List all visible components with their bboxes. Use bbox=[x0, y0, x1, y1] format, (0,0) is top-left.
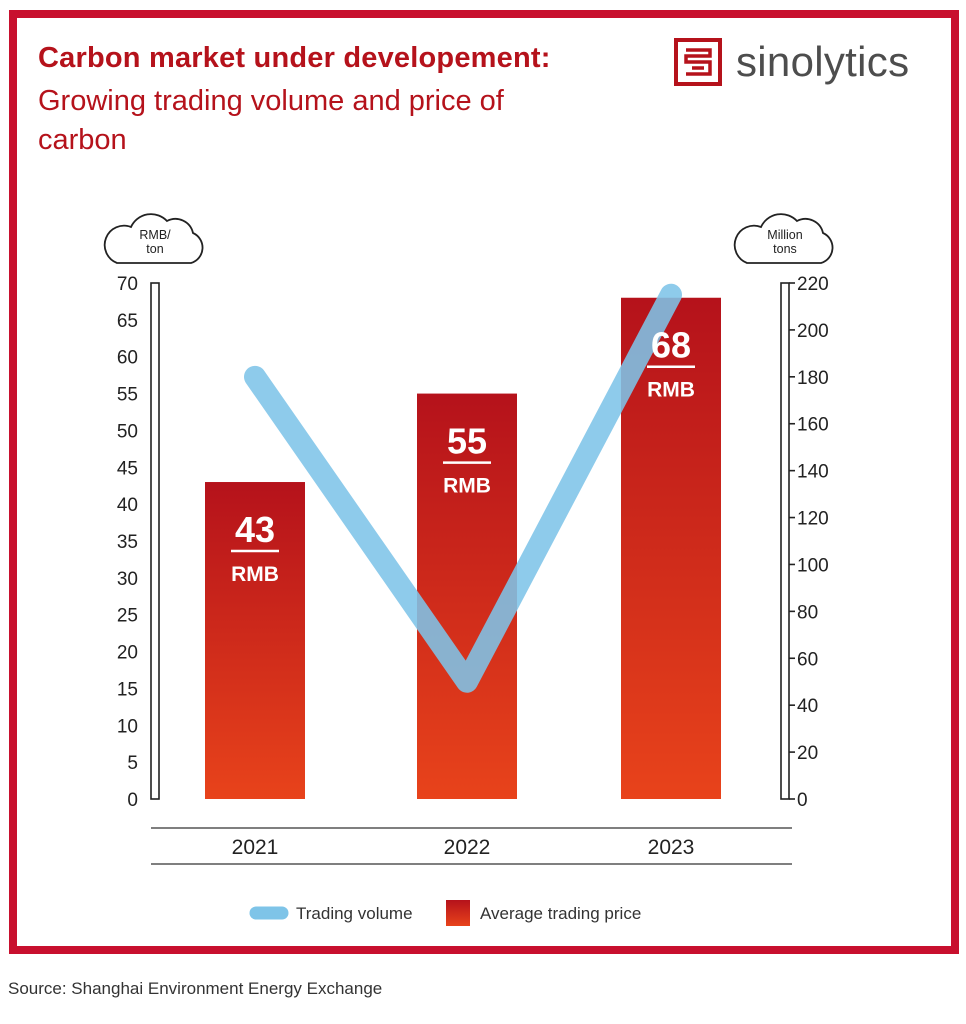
right-tick-label: 180 bbox=[797, 368, 829, 389]
x-tick-label: 2023 bbox=[648, 836, 695, 859]
left-tick-label: 70 bbox=[117, 274, 138, 295]
trading-volume-line bbox=[244, 283, 682, 693]
bar-unit-label: RMB bbox=[443, 475, 491, 498]
right-tick-label: 120 bbox=[797, 509, 829, 530]
axis-unit-label: tons bbox=[773, 242, 797, 256]
unit-cloud-icon bbox=[103, 213, 204, 264]
left-tick-label: 65 bbox=[117, 311, 138, 332]
right-tick-label: 40 bbox=[797, 696, 818, 717]
legend-bar-swatch bbox=[446, 900, 470, 926]
legend-label-price: Average trading price bbox=[480, 904, 641, 923]
left-tick-label: 45 bbox=[117, 458, 138, 479]
bar-value-label: 43 bbox=[235, 509, 275, 550]
sinolytics-logo-icon bbox=[674, 38, 722, 86]
right-tick-label: 60 bbox=[797, 649, 818, 670]
left-tick-label: 10 bbox=[117, 716, 138, 737]
right-axis-line bbox=[780, 282, 790, 800]
left-tick-label: 20 bbox=[117, 643, 138, 664]
x-tick-label: 2021 bbox=[232, 836, 279, 859]
right-tick-label: 100 bbox=[797, 555, 829, 576]
left-tick-label: 55 bbox=[117, 385, 138, 406]
bar-value-label: 55 bbox=[447, 421, 487, 462]
x-tick-label: 2022 bbox=[444, 836, 491, 859]
price-bar-2021 bbox=[205, 482, 305, 799]
bar-unit-label: RMB bbox=[231, 563, 279, 586]
right-tick-label: 140 bbox=[797, 462, 829, 483]
left-tick-label: 40 bbox=[117, 495, 138, 516]
chart-title: Carbon market under developement: bbox=[38, 42, 551, 74]
right-tick-label: 0 bbox=[797, 790, 808, 811]
axis-unit-label: ton bbox=[146, 242, 163, 256]
chart-subtitle: Growing trading volume and price of carb… bbox=[38, 85, 504, 156]
left-tick-label: 30 bbox=[117, 569, 138, 590]
axis-unit-label: RMB/ bbox=[139, 228, 171, 242]
right-tick-label: 220 bbox=[797, 274, 829, 295]
bar-unit-label: RMB bbox=[647, 379, 695, 402]
left-axis-unit: RMB/ton bbox=[103, 213, 204, 264]
left-tick-label: 25 bbox=[117, 606, 138, 627]
right-tick-label: 80 bbox=[797, 602, 818, 623]
right-tick-label: 20 bbox=[797, 743, 818, 764]
right-tick-label: 160 bbox=[797, 415, 829, 436]
left-tick-label: 35 bbox=[117, 532, 138, 553]
brand-name: sinolytics bbox=[736, 38, 910, 85]
left-tick-label: 50 bbox=[117, 421, 138, 442]
left-tick-label: 5 bbox=[127, 753, 138, 774]
left-tick-label: 60 bbox=[117, 348, 138, 369]
left-tick-label: 15 bbox=[117, 679, 138, 700]
bar-value-label: 68 bbox=[651, 325, 691, 366]
source-note: Source: Shanghai Environment Energy Exch… bbox=[8, 979, 383, 998]
left-tick-label: 0 bbox=[127, 790, 138, 811]
left-axis-line bbox=[150, 282, 160, 800]
axis-unit-label: Million bbox=[767, 228, 802, 242]
right-tick-label: 200 bbox=[797, 321, 829, 342]
legend-label-volume: Trading volume bbox=[296, 904, 413, 923]
unit-cloud-icon bbox=[733, 213, 834, 264]
